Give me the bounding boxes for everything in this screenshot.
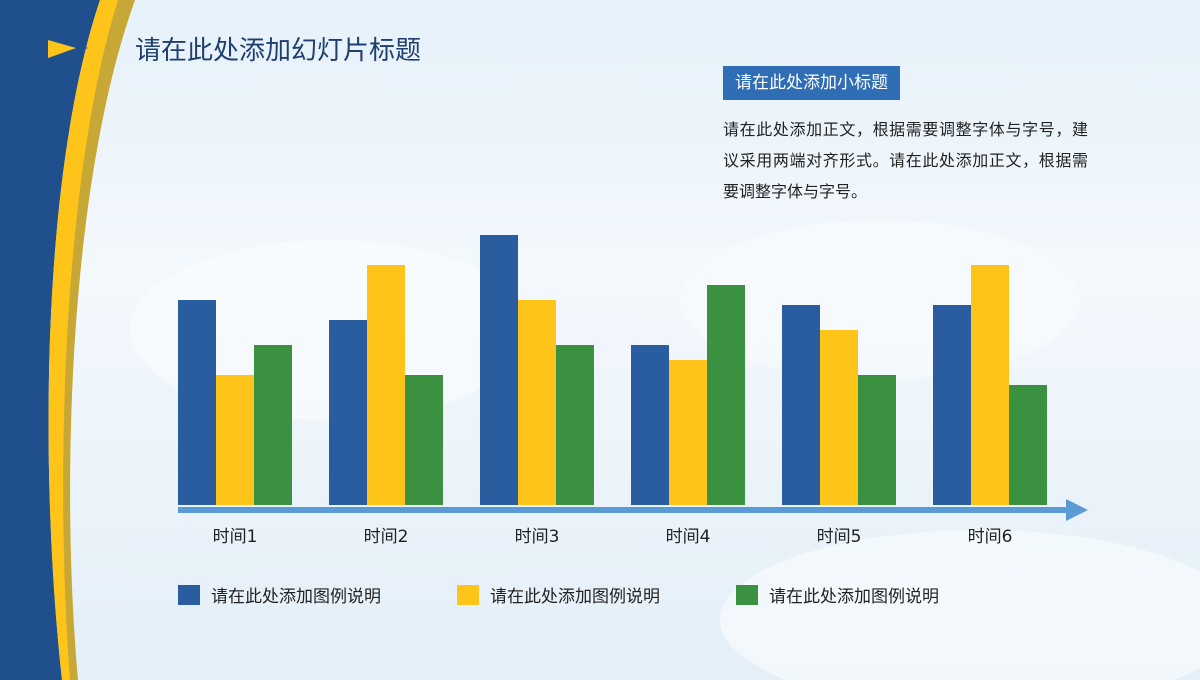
x-tick-label: 时间6	[968, 527, 1013, 547]
bar	[669, 360, 707, 505]
bar	[631, 345, 669, 505]
bar	[933, 305, 971, 505]
legend-swatch	[457, 585, 479, 605]
legend-swatch	[178, 585, 200, 605]
x-tick-label: 时间1	[213, 527, 258, 547]
bar	[367, 265, 405, 505]
bar	[216, 375, 254, 505]
legend-label: 请在此处添加图例说明	[490, 587, 660, 607]
bar	[782, 305, 820, 505]
legend-swatch	[736, 585, 758, 605]
bar	[556, 345, 594, 505]
bar	[858, 375, 896, 505]
bar	[480, 235, 518, 505]
bar	[518, 300, 556, 505]
x-tick-label: 时间4	[666, 527, 711, 547]
x-tick-label: 时间2	[364, 527, 409, 547]
bar	[329, 320, 367, 505]
bar	[254, 345, 292, 505]
bar	[178, 300, 216, 505]
legend-label: 请在此处添加图例说明	[211, 587, 381, 607]
x-tick-label: 时间3	[515, 527, 560, 547]
bar	[405, 375, 443, 505]
subtitle: 请在此处添加小标题	[723, 66, 900, 100]
bar	[1009, 385, 1047, 505]
axis-arrow	[1066, 499, 1088, 521]
legend-label: 请在此处添加图例说明	[769, 587, 939, 607]
bar	[971, 265, 1009, 505]
body-text: 请在此处添加正文，根据需要调整字体与字号，建议采用两端对齐形式。请在此处添加正文…	[723, 120, 1088, 201]
bar	[820, 330, 858, 505]
bar	[707, 285, 745, 505]
x-tick-label: 时间5	[817, 527, 862, 547]
slide-title: 请在此处添加幻灯片标题	[135, 36, 422, 66]
